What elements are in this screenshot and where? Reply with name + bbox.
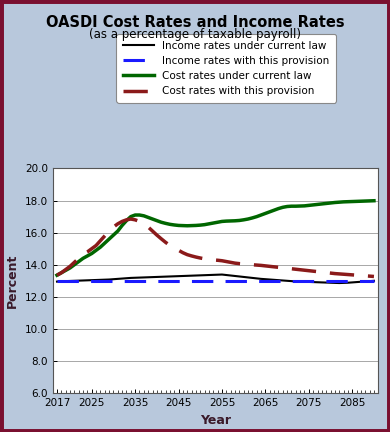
Y-axis label: Percent: Percent [6, 254, 19, 308]
Text: (as a percentage of taxable payroll): (as a percentage of taxable payroll) [89, 28, 301, 41]
X-axis label: Year: Year [200, 413, 231, 426]
Text: OASDI Cost Rates and Income Rates: OASDI Cost Rates and Income Rates [46, 15, 344, 30]
Legend: Income rates under current law, Income rates with this provision, Cost rates und: Income rates under current law, Income r… [117, 35, 336, 102]
